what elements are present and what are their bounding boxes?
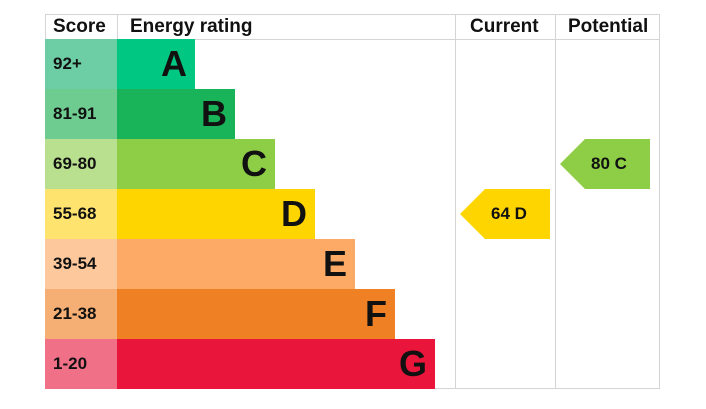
rating-letter: G xyxy=(398,343,427,384)
rating-letter: F xyxy=(365,293,387,334)
rating-letter: C xyxy=(241,143,267,184)
rating-letter: B xyxy=(201,93,227,134)
potential-rating-label: 80 C xyxy=(591,154,627,173)
rating-bar-g: G xyxy=(117,339,435,389)
score-range-e: 39-54 xyxy=(45,239,117,289)
score-range-f: 21-38 xyxy=(45,289,117,339)
rating-letter: D xyxy=(281,193,307,234)
rating-bar-b: B xyxy=(117,89,235,139)
rating-letter: E xyxy=(322,243,347,284)
score-range-c: 69-80 xyxy=(45,139,117,189)
rating-bar-e: E xyxy=(117,239,355,289)
header-energy-rating: Energy rating xyxy=(130,16,253,37)
score-range-a: 92+ xyxy=(45,39,117,89)
column-divider-current xyxy=(455,14,456,389)
current-rating-label: 64 D xyxy=(491,204,527,223)
column-divider-potential xyxy=(555,14,556,389)
header-score: Score xyxy=(53,16,106,37)
potential-rating-arrow: 80 C xyxy=(560,139,650,189)
score-range-g: 1-20 xyxy=(45,339,117,389)
header-current: Current xyxy=(470,16,539,37)
score-range-d: 55-68 xyxy=(45,189,117,239)
rating-bar-c: C xyxy=(117,139,275,189)
header-potential: Potential xyxy=(568,16,649,37)
rating-bar-d: D xyxy=(117,189,315,239)
rating-bar-a: A xyxy=(117,39,195,89)
score-range-b: 81-91 xyxy=(45,89,117,139)
rating-letter: A xyxy=(161,43,187,84)
rating-bar-f: F xyxy=(117,289,395,339)
header-divider xyxy=(45,39,660,40)
current-rating-arrow: 64 D xyxy=(460,189,550,239)
